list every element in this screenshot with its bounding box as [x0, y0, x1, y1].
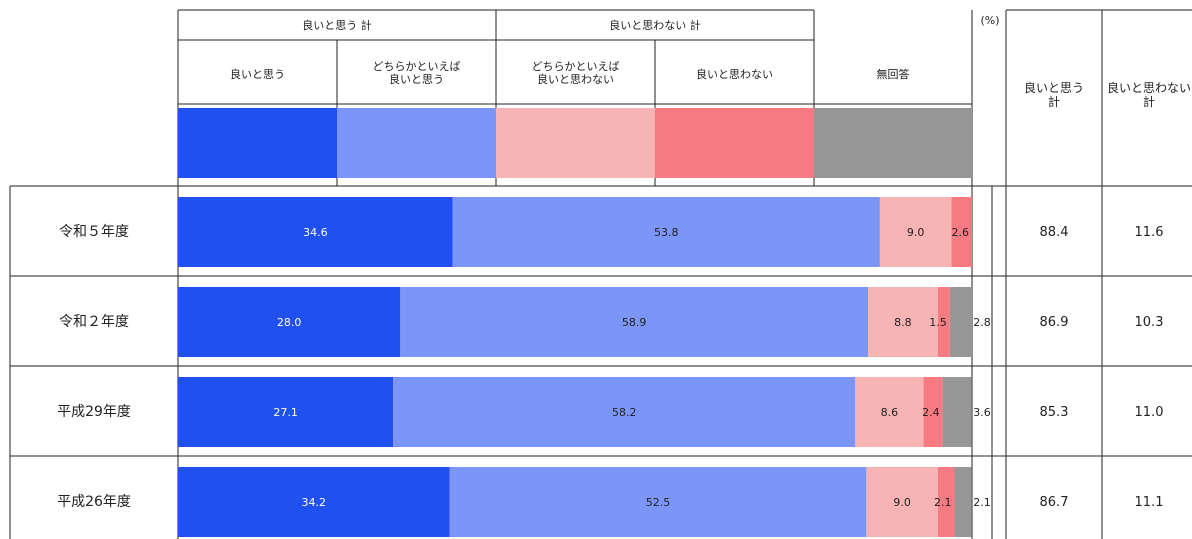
bar-segment	[923, 377, 943, 447]
bar-segment	[867, 287, 938, 357]
bar-value-label: 58.9	[622, 316, 647, 329]
total-good-value: 86.9	[1040, 315, 1069, 330]
bar-value-label: 8.8	[894, 316, 912, 329]
totals-header-good: 良いと思う計	[1024, 80, 1084, 109]
row-label: 平成29年度	[57, 404, 131, 420]
total-not-good-value: 11.0	[1135, 405, 1164, 420]
bar-segment	[937, 287, 950, 357]
bar-segment	[942, 377, 972, 447]
legend-item-label: どちらかといえば良いと思わない	[532, 60, 620, 86]
bar-segment	[178, 467, 450, 537]
bar-value-label: 58.2	[612, 406, 637, 419]
bar-value-label: 2.1	[934, 496, 952, 509]
total-not-good-value: 10.3	[1135, 315, 1164, 330]
bar-value-label: 52.5	[646, 496, 671, 509]
legend-item-label: どちらかといえば良いと思う	[373, 60, 461, 86]
bar-value-label: 34.6	[303, 226, 328, 239]
legend-swatch	[655, 108, 814, 178]
row-label: 平成26年度	[57, 494, 131, 510]
total-not-good-value: 11.6	[1135, 225, 1164, 240]
legend-group-good: 良いと思う 計	[302, 18, 372, 32]
bar-value-label: 2.4	[922, 406, 940, 419]
bar-value-label: 34.2	[302, 496, 327, 509]
row-label: 令和５年度	[59, 224, 129, 240]
bar-value-label: 1.5	[929, 316, 947, 329]
noanswer-value-label: 2.1	[973, 496, 991, 509]
noanswer-value-label: 3.6	[973, 406, 991, 419]
row-label: 令和２年度	[59, 314, 129, 330]
bar-segment	[449, 467, 867, 537]
bar-segment	[855, 377, 924, 447]
legend-item-label: 良いと思わない	[696, 67, 773, 81]
bar-segment	[954, 467, 972, 537]
bar-segment	[866, 467, 938, 537]
legend-swatch	[814, 108, 972, 178]
legend-swatch	[337, 108, 496, 178]
bar-segment	[937, 467, 955, 537]
total-good-value: 86.7	[1040, 495, 1069, 510]
bar-segment	[879, 197, 952, 267]
bar-value-label: 2.6	[952, 226, 970, 239]
bar-value-label: 53.8	[654, 226, 679, 239]
total-good-value: 88.4	[1040, 225, 1069, 240]
bar-value-label: 8.6	[881, 406, 899, 419]
bar-value-label: 9.0	[893, 496, 911, 509]
total-not-good-value: 11.1	[1135, 495, 1164, 510]
bar-segment	[951, 197, 972, 267]
legend-group-not-good: 良いと思わない 計	[609, 18, 701, 32]
totals-header-not-good: 良いと思わない計	[1107, 80, 1191, 109]
bar-segment	[949, 287, 972, 357]
unit-label: (%)	[980, 14, 999, 27]
noanswer-value-label: 2.8	[973, 316, 991, 329]
legend-swatch	[496, 108, 655, 178]
bar-segment	[178, 287, 401, 357]
bar-segment	[178, 197, 453, 267]
bar-value-label: 9.0	[907, 226, 925, 239]
total-good-value: 85.3	[1040, 405, 1069, 420]
bar-value-label: 27.1	[273, 406, 298, 419]
bar-segment	[178, 377, 394, 447]
bar-segment	[393, 377, 856, 447]
bar-segment	[400, 287, 868, 357]
legend-item-label: 良いと思う	[230, 67, 285, 81]
legend-swatch	[178, 108, 337, 178]
legend-item-label: 無回答	[877, 67, 910, 81]
bar-segment	[452, 197, 880, 267]
bar-value-label: 28.0	[277, 316, 302, 329]
